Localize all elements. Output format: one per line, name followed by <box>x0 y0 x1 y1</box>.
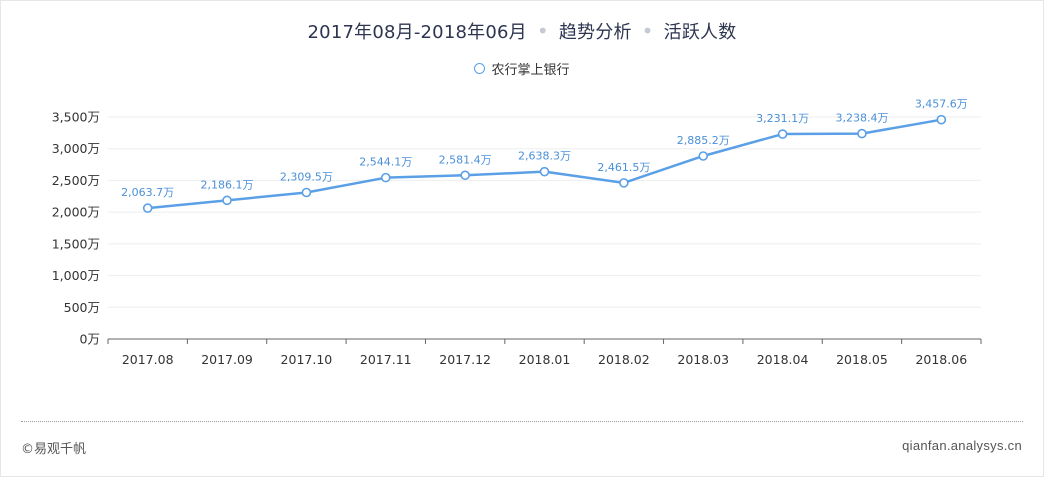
data-point <box>301 187 312 198</box>
data-label: 3,457.6万 <box>915 98 968 111</box>
data-label: 3,231.1万 <box>756 112 809 125</box>
series-points <box>142 114 947 213</box>
y-tick-label: 3,000万 <box>52 141 100 156</box>
x-tick-label: 2018.05 <box>836 352 888 367</box>
data-point <box>222 195 232 206</box>
data-point <box>857 128 867 139</box>
legend-circle-icon <box>474 62 486 74</box>
x-tick-label: 2017.10 <box>281 352 333 367</box>
chart-title: 2017年08月-2018年06月 • 趋势分析 • 活跃人数 <box>0 16 1044 46</box>
x-tick-label: 2017.09 <box>201 352 253 367</box>
x-tick-label: 2018.02 <box>598 352 650 367</box>
x-tick-label: 2017.12 <box>439 352 491 367</box>
series-line <box>146 118 943 210</box>
legend-label: 农行掌上银行 <box>491 62 570 78</box>
series-line-layer <box>146 118 943 210</box>
y-tick-label: 0万 <box>80 332 100 347</box>
data-labels: 2,063.7万 2,186.1万 2,309.5万 2,544.1万 2,581.4万… <box>121 98 968 199</box>
y-tick-label: 1,000万 <box>52 268 100 283</box>
title-period: 2017年08月-2018年06月 <box>307 22 527 43</box>
data-label: 2,885.2万 <box>677 134 730 147</box>
data-point <box>539 166 550 177</box>
data-label: 2,544.1万 <box>359 156 412 169</box>
data-point <box>777 129 788 139</box>
data-point <box>936 114 947 125</box>
y-tick-label: 2,500万 <box>52 173 100 188</box>
footer-divider <box>21 421 1023 422</box>
x-tick-label: 2017.11 <box>360 352 412 367</box>
grid-lines <box>108 116 981 308</box>
line-chart: 0万 500万 1,000万 1,500万 2,000万 2,500万 3,000万 3,50… <box>52 98 982 367</box>
data-label: 3,238.4万 <box>835 112 888 125</box>
x-tick-label: 2018.04 <box>757 352 809 367</box>
y-tick-label: 500万 <box>64 300 100 315</box>
title-analysis: 趋势分析 <box>558 22 632 43</box>
data-point <box>380 172 391 183</box>
title-metric: 活跃人数 <box>663 22 737 43</box>
copyright-text: ©易观千帆 <box>21 442 87 457</box>
title-separator-1: • <box>536 19 549 43</box>
data-label: 2,309.5万 <box>280 171 333 184</box>
data-label: 2,638.3万 <box>518 150 571 163</box>
data-label: 2,063.7万 <box>121 186 174 199</box>
legend[interactable]: 农行掌上银行 <box>0 58 1044 78</box>
x-tick-label: 2018.03 <box>677 352 729 367</box>
data-label: 2,461.5万 <box>597 161 650 174</box>
x-tick-label: 2018.06 <box>915 352 967 367</box>
data-point <box>619 178 629 188</box>
data-point <box>142 203 153 213</box>
x-tick-label: 2018.01 <box>519 352 571 367</box>
title-separator-2: • <box>641 19 654 43</box>
y-tick-label: 2,000万 <box>52 205 100 220</box>
data-point <box>698 151 709 161</box>
data-label: 2,186.1万 <box>201 178 254 191</box>
y-tick-label: 3,500万 <box>52 110 100 125</box>
data-label: 2,581.4万 <box>439 153 492 166</box>
site-link[interactable]: qianfan.analysys.cn <box>902 438 1022 453</box>
data-point <box>460 170 470 181</box>
x-tick-label: 2017.08 <box>122 352 174 367</box>
axes: 0万 500万 1,000万 1,500万 2,000万 2,500万 3,000万 3,50… <box>52 110 982 367</box>
y-tick-label: 1,500万 <box>52 236 100 251</box>
